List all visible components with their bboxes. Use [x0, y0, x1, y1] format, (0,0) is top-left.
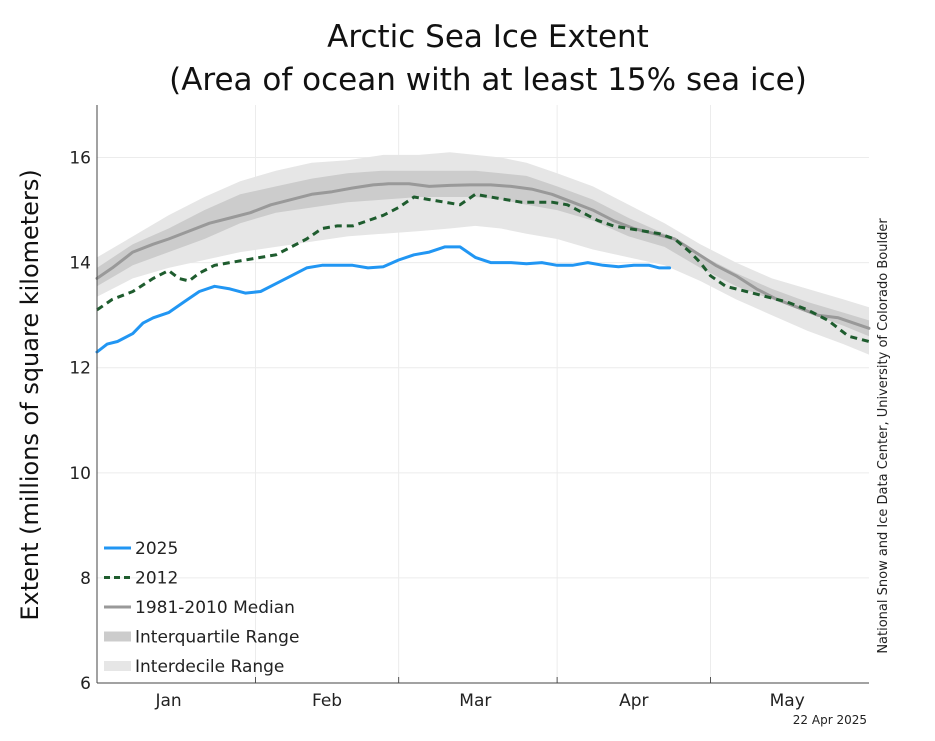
chart-title-line-1: Arctic Sea Ice Extent	[327, 19, 649, 55]
legend-label-interdecile-range: Interdecile Range	[135, 657, 284, 677]
x-tick-label: Mar	[459, 691, 491, 711]
date-stamp: 22 Apr 2025	[793, 713, 867, 727]
credit-text: National Snow and Ice Data Center, Unive…	[876, 218, 891, 654]
y-tick-label: 10	[69, 464, 91, 484]
x-tick-label: Feb	[312, 691, 342, 711]
legend-label-2025: 2025	[135, 539, 178, 559]
legend-label-1981-2010-median: 1981-2010 Median	[135, 598, 295, 618]
legend-swatch-interquartile-range	[104, 631, 131, 642]
x-tick-label: Jan	[154, 691, 181, 711]
chart-title: Arctic Sea Ice Extent (Area of ocean wit…	[169, 19, 807, 98]
legend: 2025 2012 1981-2010 Median Interquartile Ra…	[104, 539, 299, 677]
series-line-1981-2010-median	[95, 182, 871, 330]
legend-label-interquartile-range: Interquartile Range	[135, 628, 299, 648]
series-lines	[95, 182, 871, 354]
series-line-2012	[96, 192, 870, 343]
chart-title-line-2: (Area of ocean with at least 15% sea ice…	[169, 62, 807, 98]
range-bands	[97, 152, 869, 355]
x-tick-label: Apr	[619, 691, 648, 711]
y-tick-label: 16	[69, 149, 91, 169]
y-tick-label: 14	[69, 254, 91, 274]
axes: 6 8 10 12 14 16 Jan Feb Mar Apr May	[69, 105, 869, 711]
y-tick-label: 12	[69, 359, 91, 379]
y-axis-label: Extent (millions of square kilometers)	[16, 169, 44, 620]
series-line-2025	[95, 245, 672, 354]
legend-label-2012: 2012	[135, 569, 178, 589]
legend-swatch-interdecile-range	[104, 661, 131, 671]
x-tick-label: May	[770, 691, 805, 711]
y-tick-label: 8	[80, 569, 91, 589]
y-tick-label: 6	[80, 674, 91, 694]
